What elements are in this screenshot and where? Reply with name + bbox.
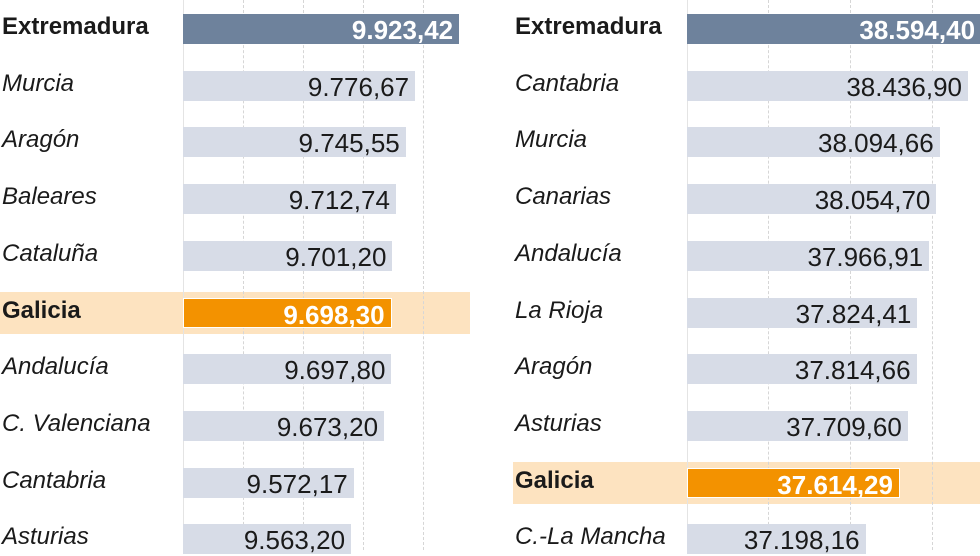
value-label: 38.436,90 xyxy=(846,71,962,102)
value-label: 9.697,80 xyxy=(284,355,386,386)
value-label: 9.698,30 xyxy=(283,299,385,330)
gridline xyxy=(768,0,769,550)
category-label: Cataluña xyxy=(2,239,99,267)
value-label: 9.712,74 xyxy=(288,185,390,216)
bar: 9.572,17 xyxy=(183,467,354,499)
value-label: 37.614,29 xyxy=(777,469,893,500)
category-label: Cantabria xyxy=(2,466,107,494)
category-label: Murcia xyxy=(2,69,75,97)
bar: 9.673,20 xyxy=(183,410,385,442)
bar: 38.094,66 xyxy=(687,127,940,159)
value-label: 37.814,66 xyxy=(794,355,911,386)
gridline xyxy=(183,0,184,550)
value-label: 38.054,70 xyxy=(814,185,931,216)
bar: 9.701,20 xyxy=(183,240,393,272)
value-label: 37.966,91 xyxy=(807,241,924,272)
bar: 9.776,67 xyxy=(183,70,416,102)
category-label: Murcia xyxy=(515,126,588,154)
category-label: Galicia xyxy=(515,466,594,494)
bar: 38.436,90 xyxy=(687,70,968,102)
gridline xyxy=(687,0,688,550)
category-label: Extremadura xyxy=(515,13,662,40)
category-label: Aragón xyxy=(2,126,80,154)
right-chart: Extremadura 38.594,40 Cantabria 38.436,90 Mu… xyxy=(513,0,980,555)
value-label: 9.572,17 xyxy=(246,468,348,499)
value-label: 9.701,20 xyxy=(285,241,387,272)
category-label: Baleares xyxy=(2,183,97,211)
category-label: Andalucía xyxy=(2,353,109,381)
bar: 9.745,55 xyxy=(183,127,406,159)
bar: 38.054,70 xyxy=(687,184,937,216)
bar: 37.709,60 xyxy=(687,410,908,442)
category-label: La Rioja xyxy=(515,296,604,324)
value-label: 9.673,20 xyxy=(276,411,379,442)
bar: 9.697,80 xyxy=(183,354,392,386)
category-label: Andalucía xyxy=(515,239,622,267)
bar: 37.966,91 xyxy=(687,240,930,272)
category-label: Cantabria xyxy=(515,69,620,97)
gridline xyxy=(243,0,244,550)
bar: 9.923,42 xyxy=(183,14,460,45)
gridline xyxy=(850,0,851,550)
bar: 37.614,29 xyxy=(687,467,900,500)
value-label: 38.594,40 xyxy=(859,15,976,45)
value-label: 9.745,55 xyxy=(298,128,400,159)
value-label: 37.709,60 xyxy=(786,411,902,442)
category-label: C.-La Mancha xyxy=(515,523,666,551)
value-label: 37.824,41 xyxy=(795,298,912,329)
gridline xyxy=(932,0,933,550)
gridline xyxy=(423,0,424,550)
category-label: Canarias xyxy=(515,183,612,211)
gridline xyxy=(303,0,304,550)
bar: 9.712,74 xyxy=(183,184,396,216)
value-label: 38.094,66 xyxy=(818,128,934,159)
bar: 37.814,66 xyxy=(687,354,917,386)
left-chart: Extremadura 9.923,42 Murcia 9.776,67 Aragón 9… xyxy=(0,0,470,555)
category-label: Extremadura xyxy=(2,13,149,40)
category-label: Asturias xyxy=(515,409,602,437)
bar: 38.594,40 xyxy=(687,14,980,45)
value-label: 9.563,20 xyxy=(243,525,346,556)
value-label: 9.923,42 xyxy=(351,15,454,45)
value-label: 37.198,16 xyxy=(743,525,860,556)
category-label: C. Valenciana xyxy=(2,409,151,437)
category-label: Galicia xyxy=(2,296,81,324)
bar: 37.824,41 xyxy=(687,297,918,329)
bar: 9.698,30 xyxy=(183,297,392,330)
category-label: Aragón xyxy=(515,353,593,381)
gridline xyxy=(363,0,364,550)
category-label: Asturias xyxy=(2,523,89,551)
value-label: 9.776,67 xyxy=(307,71,410,102)
